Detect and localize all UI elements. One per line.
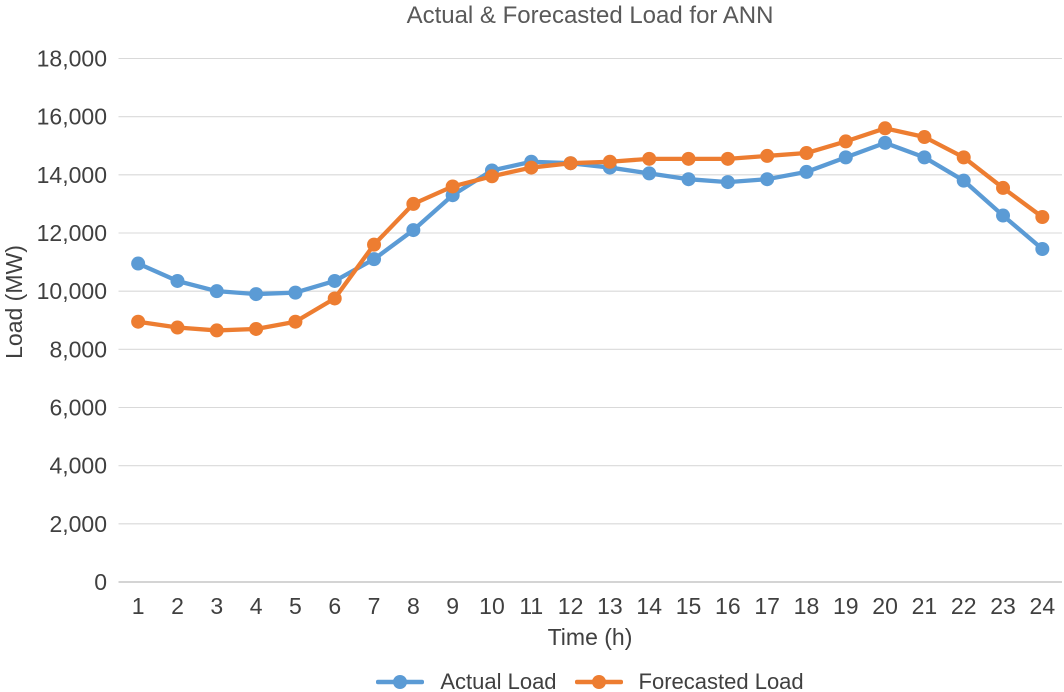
actual-load-marker bbox=[917, 150, 932, 165]
x-tick-label: 11 bbox=[519, 593, 543, 619]
x-tick-label: 9 bbox=[446, 593, 459, 619]
actual-load-line bbox=[136, 140, 1045, 297]
actual-load-marker bbox=[288, 285, 303, 300]
y-axis-title: Load (MW) bbox=[1, 245, 27, 359]
actual-load-marker bbox=[249, 287, 264, 302]
x-tick-label: 7 bbox=[368, 593, 381, 619]
y-tick-label: 12,000 bbox=[37, 220, 107, 246]
x-tick-label: 2 bbox=[171, 593, 184, 619]
x-tick-label: 21 bbox=[912, 593, 938, 619]
actual-load-marker bbox=[720, 175, 735, 190]
x-tick-label: 14 bbox=[636, 593, 662, 619]
x-tick-label: 15 bbox=[676, 593, 702, 619]
forecasted-load-marker bbox=[367, 237, 382, 252]
actual-load-marker bbox=[956, 173, 971, 188]
y-tick-label: 18,000 bbox=[37, 46, 107, 72]
legend-item-actual-load: Actual Load bbox=[376, 669, 557, 692]
y-tick-label: 8,000 bbox=[49, 336, 107, 362]
legend-label-forecasted-load: Forecasted Load bbox=[638, 669, 804, 692]
actual-load-marker bbox=[327, 273, 342, 288]
actual-load-marker bbox=[642, 166, 657, 181]
actual-load-marker bbox=[367, 252, 382, 267]
forecasted-load-marker bbox=[524, 160, 539, 175]
x-tick-label: 8 bbox=[407, 593, 420, 619]
x-tick-label: 6 bbox=[328, 593, 341, 619]
x-tick-label: 13 bbox=[597, 593, 623, 619]
x-tick-label: 20 bbox=[872, 593, 898, 619]
x-tick-label: 19 bbox=[833, 593, 859, 619]
actual-load-marker bbox=[681, 172, 696, 187]
x-tick-label: 18 bbox=[794, 593, 820, 619]
x-tick-label: 5 bbox=[289, 593, 302, 619]
actual-load-marker bbox=[170, 273, 185, 288]
y-tick-label: 14,000 bbox=[37, 162, 107, 188]
forecasted-load-line bbox=[136, 126, 1045, 333]
actual-load-marker bbox=[406, 223, 421, 238]
forecasted-load-marker bbox=[720, 151, 735, 166]
forecasted-load-marker bbox=[406, 196, 421, 211]
x-tick-label: 22 bbox=[951, 593, 977, 619]
forecasted-load-marker bbox=[170, 320, 185, 335]
y-tick-label: 6,000 bbox=[49, 395, 107, 421]
legend-item-forecasted-load: Forecasted Load bbox=[574, 669, 804, 692]
forecasted-load-marker bbox=[956, 150, 971, 165]
y-tick-label: 2,000 bbox=[49, 511, 107, 537]
forecasted-load-marker bbox=[327, 291, 342, 306]
forecasted-load-marker bbox=[445, 179, 460, 194]
y-tick-label: 4,000 bbox=[49, 453, 107, 479]
actual-load-marker bbox=[1035, 241, 1050, 256]
forecasted-load-marker bbox=[249, 321, 264, 336]
x-tick-label: 1 bbox=[132, 593, 145, 619]
x-tick-label: 17 bbox=[754, 593, 780, 619]
x-tick-label: 4 bbox=[250, 593, 263, 619]
actual-load-marker bbox=[838, 150, 853, 165]
forecasted-load-marker bbox=[878, 121, 893, 136]
forecasted-load-marker bbox=[131, 314, 146, 329]
actual-load-legend-marker-icon bbox=[376, 675, 425, 689]
actual-load-marker bbox=[996, 208, 1011, 223]
actual-load-marker bbox=[799, 164, 814, 179]
legend: Actual Load Forecasted Load bbox=[118, 669, 1062, 692]
forecasted-load-marker bbox=[681, 151, 696, 166]
actual-load-marker bbox=[760, 172, 775, 187]
y-tick-label: 10,000 bbox=[37, 278, 107, 304]
forecasted-load-marker bbox=[642, 151, 657, 166]
x-tick-label: 12 bbox=[558, 593, 584, 619]
legend-label-actual-load: Actual Load bbox=[440, 669, 557, 692]
forecasted-load-marker bbox=[760, 148, 775, 163]
x-tick-label: 16 bbox=[715, 593, 741, 619]
actual-load-marker bbox=[209, 284, 224, 299]
forecasted-load-marker bbox=[838, 134, 853, 149]
actual-load-marker bbox=[878, 135, 893, 150]
forecasted-load-marker bbox=[1035, 210, 1050, 225]
y-tick-label: 16,000 bbox=[37, 104, 107, 130]
forecasted-load-legend-marker-icon bbox=[574, 675, 623, 689]
forecasted-load-marker bbox=[996, 180, 1011, 195]
forecasted-load-marker bbox=[209, 323, 224, 338]
forecasted-load-marker bbox=[602, 154, 617, 169]
forecasted-load-marker bbox=[484, 169, 499, 184]
y-tick-label: 0 bbox=[94, 569, 107, 595]
actual-load-marker bbox=[131, 256, 146, 271]
x-tick-label: 24 bbox=[1030, 593, 1056, 619]
chart-title: Actual & Forecasted Load for ANN bbox=[406, 2, 774, 29]
x-tick-label: 3 bbox=[210, 593, 223, 619]
forecasted-load-marker bbox=[288, 314, 303, 329]
forecasted-load-marker bbox=[563, 156, 578, 171]
x-tick-label: 10 bbox=[479, 593, 505, 619]
forecasted-load-marker bbox=[799, 146, 814, 161]
x-tick-label: 23 bbox=[990, 593, 1016, 619]
x-axis-title: Time (h) bbox=[547, 624, 633, 650]
forecasted-load-marker bbox=[917, 130, 932, 145]
